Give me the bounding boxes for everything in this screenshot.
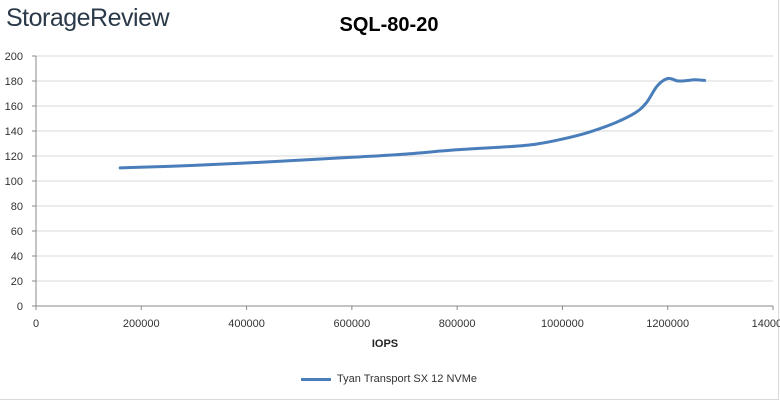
storagereview-logo: StorageReview (6, 4, 170, 32)
y-tick-label: 160 (5, 101, 23, 113)
x-tick-label: 1000000 (541, 318, 584, 330)
legend-label: Tyan Transport SX 12 NVMe (337, 373, 478, 385)
y-tick-label: 60 (11, 226, 23, 238)
y-axis-ticks: 0 20 40 60 80 100 120 140 160 180 200 (5, 51, 36, 313)
legend-swatch (301, 377, 331, 381)
y-tick-label: 120 (5, 151, 23, 163)
x-tick-label: 0 (33, 318, 39, 330)
y-tick-label: 40 (11, 251, 23, 263)
x-tick-label: 1400000 (752, 318, 780, 330)
series-lines (118, 76, 707, 170)
x-axis-label: IOPS (0, 338, 780, 350)
x-tick-label: 800000 (439, 318, 476, 330)
chart-title-text: SQL-80-20 (339, 14, 439, 36)
x-axis-label-text: IOPS (371, 338, 399, 350)
gridlines (36, 55, 773, 282)
chart-title: SQL-80-20 (0, 14, 780, 37)
legend: Tyan Transport SX 12 NVMe (301, 373, 477, 385)
y-tick-label: 180 (5, 76, 23, 88)
series-line (118, 76, 707, 170)
x-tick-label: 200000 (123, 318, 160, 330)
y-tick-label: 140 (5, 126, 23, 138)
x-axis-ticks: 0 200000 400000 600000 800000 1000000 1200000 1… (33, 306, 780, 330)
x-tick-label: 1200000 (646, 318, 689, 330)
y-tick-label: 20 (11, 276, 23, 288)
y-tick-label: 100 (5, 176, 23, 188)
y-tick-label: 200 (5, 51, 23, 63)
y-tick-label: 80 (11, 201, 23, 213)
y-tick-label: 0 (17, 301, 23, 313)
x-tick-label: 600000 (333, 318, 370, 330)
x-tick-label: 400000 (228, 318, 265, 330)
